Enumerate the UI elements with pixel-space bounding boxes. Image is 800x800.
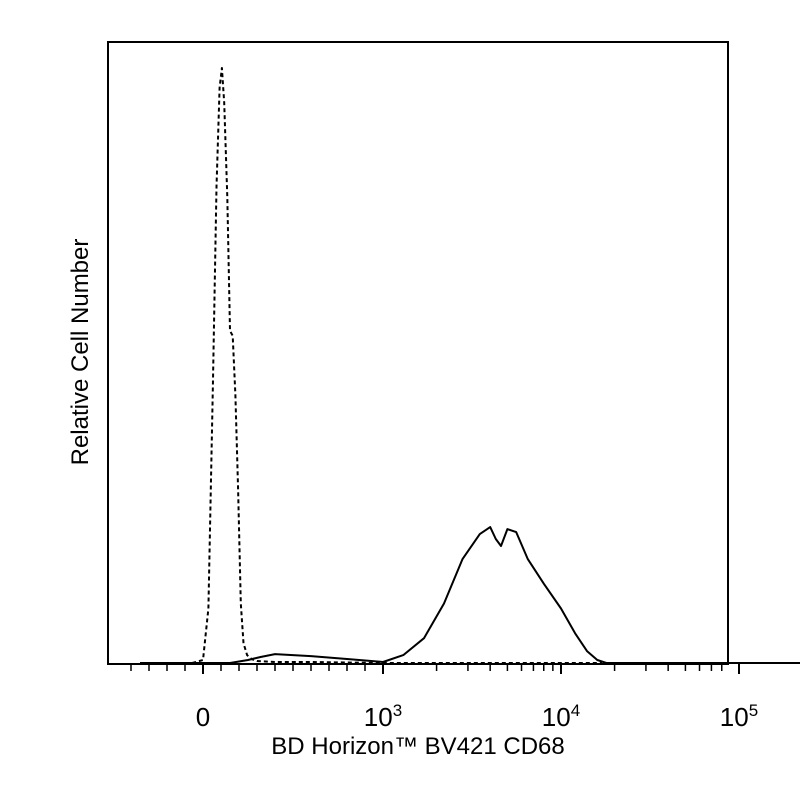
plot-frame [107,41,729,665]
histogram-dashed-series [191,67,602,664]
x-axis-title: BD Horizon™ BV421 CD68 [271,733,564,760]
series-layer [140,67,800,664]
y-axis-title: Relative Cell Number [67,239,94,466]
x-axis-minor-ticks [130,664,740,674]
x-tick-label: 103 [364,701,402,732]
x-tick-label: 0 [196,702,210,732]
histogram-solid-series [140,526,800,664]
x-tick-label: 104 [542,701,580,732]
x-tick-label: 105 [720,701,758,732]
x-tick-labels: 0 103 104 105 [196,701,758,732]
